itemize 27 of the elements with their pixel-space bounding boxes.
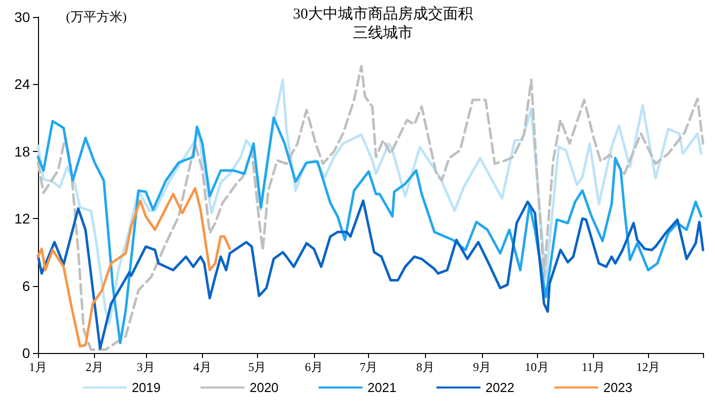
text: 三线城市 bbox=[353, 24, 413, 42]
x-tick-label: 3月 bbox=[136, 360, 155, 374]
legend-label: 2020 bbox=[250, 380, 279, 395]
x-tick-label: 1月 bbox=[29, 360, 47, 374]
x-tick-label: 2月 bbox=[86, 360, 104, 374]
x-tick-label: 7月 bbox=[360, 360, 378, 374]
x-tick-label: 11月 bbox=[582, 360, 606, 374]
x-tick-label: 12月 bbox=[636, 360, 660, 374]
legend-label: 2019 bbox=[132, 380, 161, 395]
line-series bbox=[36, 187, 232, 348]
y-tick-label: 6 bbox=[22, 278, 30, 294]
x-tick-label: 10月 bbox=[524, 360, 549, 374]
legend-label: 2022 bbox=[485, 380, 514, 395]
legend-label: 2023 bbox=[603, 380, 632, 395]
x-tick-label: 8月 bbox=[416, 360, 434, 374]
y-tick-label: 24 bbox=[14, 76, 30, 92]
y-tick-label: 12 bbox=[14, 210, 30, 227]
y-tick-label: 0 bbox=[22, 345, 30, 361]
y-tick-label: 18 bbox=[14, 143, 30, 160]
y-tick-label: 30 bbox=[14, 9, 30, 25]
chart-title: 30大中城市商品房成交面积 bbox=[293, 6, 473, 22]
x-tick-label: 4月 bbox=[193, 360, 212, 374]
legend-label: 2021 bbox=[368, 380, 396, 395]
x-tick-label: 5月 bbox=[248, 360, 266, 374]
x-tick-label: 6月 bbox=[304, 360, 323, 374]
x-tick-label: 9月 bbox=[472, 360, 491, 374]
y-axis-title: (万平方米) bbox=[66, 9, 127, 24]
